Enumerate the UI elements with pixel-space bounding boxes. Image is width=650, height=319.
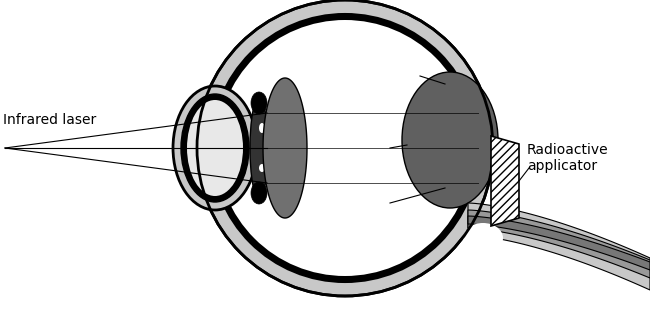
Ellipse shape	[259, 123, 265, 133]
Text: Effect of
hyperthermia: Effect of hyperthermia	[310, 123, 404, 153]
Ellipse shape	[197, 0, 493, 296]
Ellipse shape	[250, 98, 268, 198]
Ellipse shape	[402, 72, 498, 208]
Text: Most effect of
radiation: Most effect of radiation	[310, 193, 406, 223]
Polygon shape	[468, 203, 650, 290]
Ellipse shape	[251, 92, 267, 114]
Text: Infrared laser: Infrared laser	[3, 113, 96, 127]
Ellipse shape	[259, 164, 265, 172]
Polygon shape	[263, 78, 307, 218]
Polygon shape	[468, 210, 650, 278]
Ellipse shape	[463, 223, 503, 253]
Text: Radioactive
applicator: Radioactive applicator	[527, 143, 608, 173]
Ellipse shape	[187, 100, 243, 196]
Ellipse shape	[211, 14, 479, 282]
Ellipse shape	[217, 20, 473, 276]
Polygon shape	[491, 136, 519, 226]
Ellipse shape	[181, 94, 249, 202]
Ellipse shape	[173, 86, 257, 210]
Text: Melanoma: Melanoma	[365, 65, 437, 79]
Polygon shape	[468, 216, 650, 270]
Ellipse shape	[251, 182, 267, 204]
